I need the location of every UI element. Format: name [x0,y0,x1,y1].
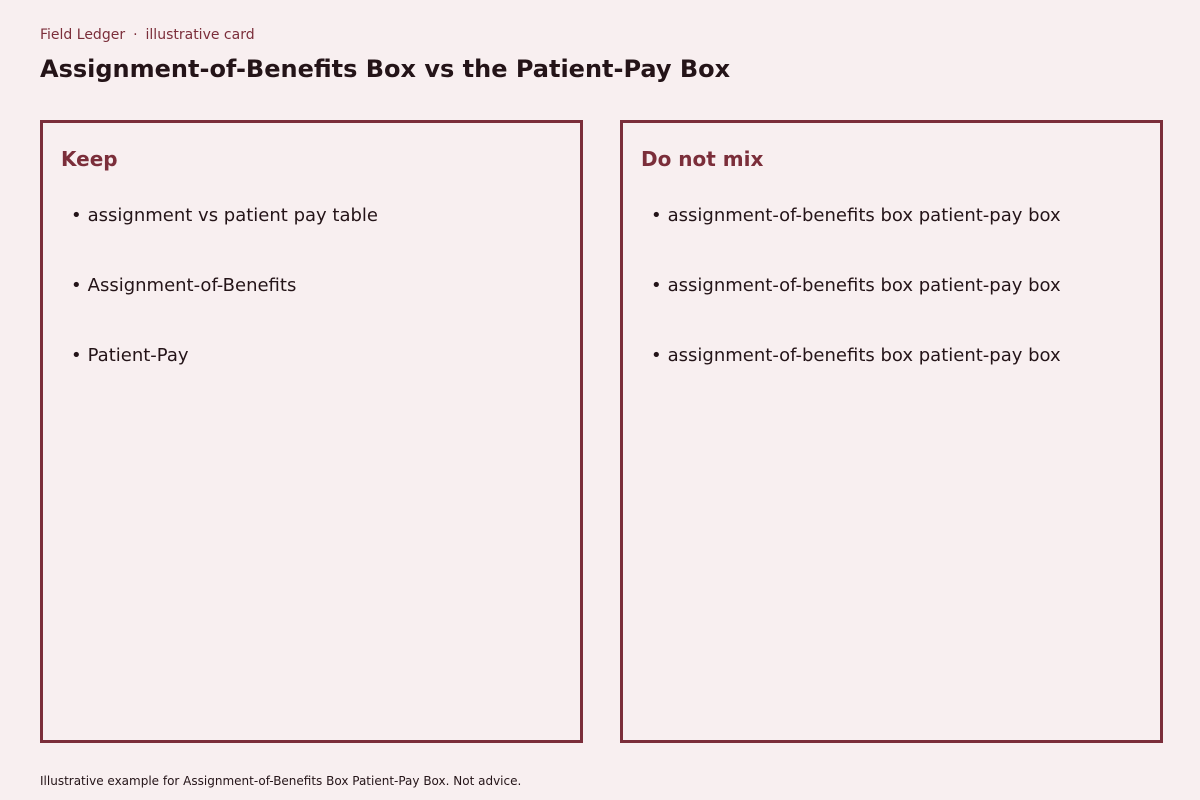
list-item: • assignment-of-benefits box patient-pay … [651,345,1061,415]
eyebrow-separator: · [133,27,138,43]
footnote: Illustrative example for Assignment-of-B… [40,774,522,788]
brand-label: Field Ledger [40,27,126,43]
eyebrow: Field Ledger · illustrative card [40,27,255,43]
list-item-text: Assignment-of-Benefits [87,275,297,296]
list-item: • assignment-of-benefits box patient-pay … [651,275,1061,345]
bullet-icon: • [651,345,662,366]
do-not-mix-panel: Do not mix • assignment-of-benefits box p… [620,120,1163,743]
list-item: • assignment vs patient pay table [71,205,378,275]
do-not-mix-heading: Do not mix [641,147,764,171]
bullet-icon: • [71,275,82,296]
list-item: • Assignment-of-Benefits [71,275,378,345]
list-item-text: assignment-of-benefits box patient-pay b… [667,345,1061,366]
keep-list: • assignment vs patient pay table • Assign… [71,205,378,415]
list-item-text: assignment vs patient pay table [87,205,378,226]
list-item-text: assignment-of-benefits box patient-pay b… [667,275,1061,296]
bullet-icon: • [651,205,662,226]
page-title: Assignment-of-Benefits Box vs the Patien… [40,55,731,83]
bullet-icon: • [71,205,82,226]
bullet-icon: • [651,275,662,296]
list-item: • Patient-Pay [71,345,378,415]
list-item-text: assignment-of-benefits box patient-pay b… [667,205,1061,226]
bullet-icon: • [71,345,82,366]
card-kind-label: illustrative card [145,27,255,43]
list-item-text: Patient-Pay [87,345,189,366]
do-not-mix-list: • assignment-of-benefits box patient-pay … [651,205,1061,415]
keep-heading: Keep [61,147,118,171]
keep-panel: Keep • assignment vs patient pay table • A… [40,120,583,743]
list-item: • assignment-of-benefits box patient-pay … [651,205,1061,275]
